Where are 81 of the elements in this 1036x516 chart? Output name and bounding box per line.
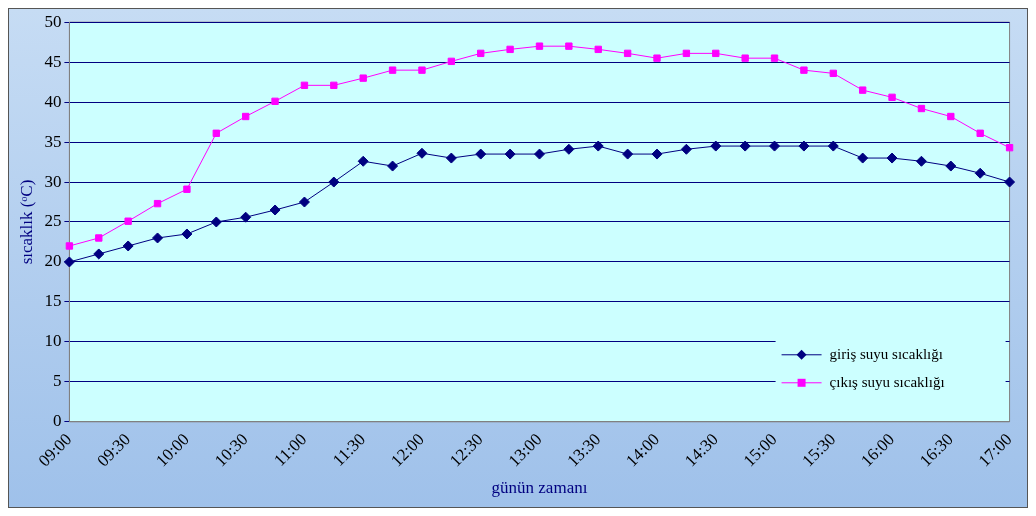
point <box>769 140 781 152</box>
y-tick-label: 35 <box>44 131 62 151</box>
point <box>300 81 309 90</box>
point <box>858 86 867 94</box>
point <box>565 42 573 50</box>
y-tick-label: 30 <box>44 171 62 191</box>
point <box>623 49 632 58</box>
point <box>95 234 103 242</box>
legend-label: giriş suyu sıcaklığı <box>829 345 943 362</box>
y-tick-label: 0 <box>52 411 62 431</box>
point <box>122 240 134 252</box>
point <box>357 155 369 167</box>
point <box>945 160 957 172</box>
point <box>857 152 869 164</box>
point <box>827 140 839 152</box>
point <box>240 211 252 223</box>
point <box>563 143 575 155</box>
point <box>447 57 456 66</box>
point <box>388 66 397 74</box>
point <box>242 112 250 121</box>
point <box>622 148 634 160</box>
y-tick-label: 45 <box>44 51 62 71</box>
legend-label: çıkış suyu sıcaklığı <box>829 373 945 390</box>
y-axis-title: sıcaklık (ᵒC) <box>16 179 36 265</box>
point <box>651 148 663 160</box>
point <box>416 147 428 159</box>
y-tick-label: 20 <box>44 251 62 271</box>
y-tick-label: 50 <box>44 11 62 31</box>
y-tick-label: 10 <box>44 331 62 351</box>
point <box>653 54 661 62</box>
point <box>153 199 162 208</box>
point <box>710 140 722 152</box>
y-tick-label: 40 <box>44 91 62 111</box>
point <box>592 140 604 152</box>
point <box>947 112 955 121</box>
point <box>212 129 220 137</box>
point <box>445 152 457 164</box>
point <box>152 232 164 244</box>
point <box>770 54 779 62</box>
point <box>1005 143 1014 152</box>
point <box>915 155 927 167</box>
point <box>418 66 426 74</box>
point <box>210 216 222 228</box>
y-tick-label: 15 <box>44 291 62 311</box>
point <box>1004 176 1016 188</box>
y-tick-label: 25 <box>44 211 62 231</box>
point <box>328 176 340 188</box>
point <box>888 93 896 102</box>
point <box>535 42 544 50</box>
point <box>886 152 898 164</box>
point <box>976 129 984 137</box>
point <box>93 248 105 260</box>
point <box>359 74 367 82</box>
point <box>741 54 749 62</box>
point <box>387 160 399 172</box>
point <box>63 256 75 268</box>
point <box>330 81 338 90</box>
point <box>739 140 751 152</box>
point <box>798 140 810 152</box>
point <box>183 185 191 193</box>
point <box>271 97 279 105</box>
point <box>181 228 193 240</box>
point <box>682 49 691 58</box>
point <box>800 66 808 74</box>
point <box>269 204 281 216</box>
point <box>124 217 132 225</box>
point <box>594 45 602 54</box>
point <box>504 148 516 160</box>
x-axis-title: günün zamanı <box>491 478 588 498</box>
point <box>475 148 487 160</box>
point <box>298 196 310 208</box>
point <box>712 49 720 58</box>
y-tick-label: 5 <box>52 371 62 391</box>
point <box>65 242 74 250</box>
point <box>506 45 514 54</box>
point <box>829 69 837 78</box>
point <box>680 143 692 155</box>
point <box>974 167 986 179</box>
point <box>477 49 485 58</box>
point <box>917 104 926 113</box>
point <box>533 148 545 160</box>
